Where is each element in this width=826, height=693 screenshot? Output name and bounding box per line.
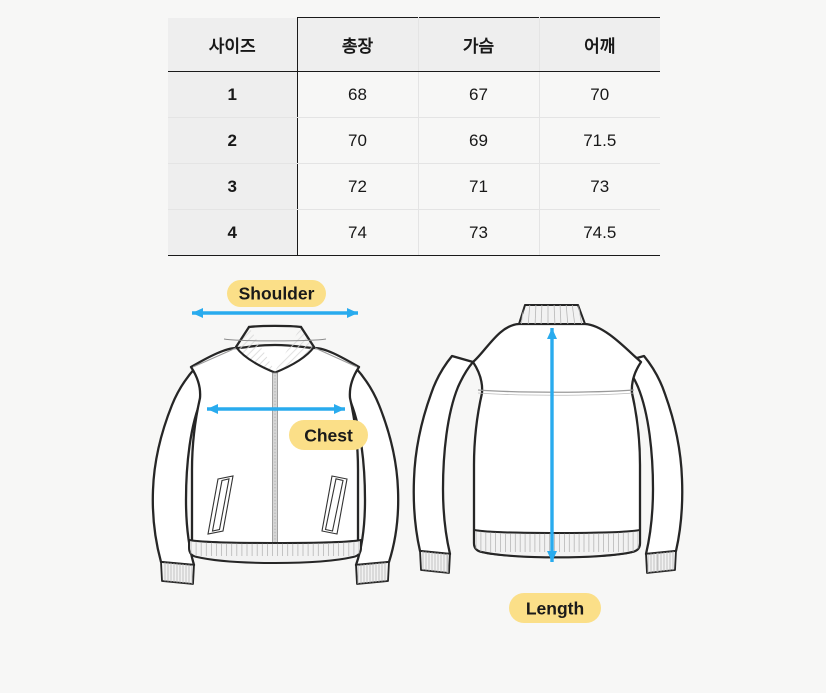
svg-text:Shoulder: Shoulder bbox=[239, 284, 315, 304]
svg-text:Length: Length bbox=[526, 599, 584, 619]
svg-text:Chest: Chest bbox=[304, 426, 353, 446]
